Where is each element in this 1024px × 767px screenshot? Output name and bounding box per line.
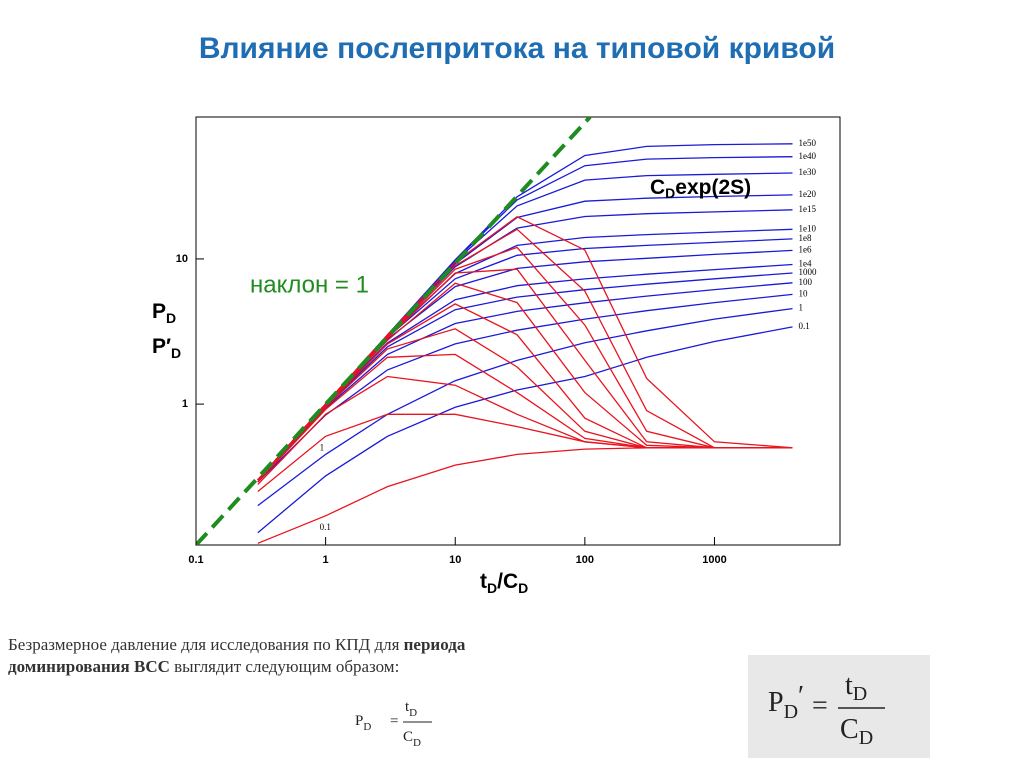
series-label: 1e15 — [799, 204, 817, 214]
x-label-sub: D — [518, 580, 528, 596]
formula-num: tD — [405, 699, 417, 718]
series-line — [257, 293, 793, 483]
x-label: tD/CD — [480, 570, 528, 596]
chart: Влияние послепритока на типовой кривой н… — [152, 32, 841, 596]
boxed-lhs: PD′ — [768, 681, 804, 722]
series-label: 1 — [320, 442, 325, 452]
formula-part: t — [845, 670, 853, 701]
series-line — [257, 272, 793, 481]
caption-bold: периода — [403, 635, 466, 654]
series-label: 1e30 — [799, 167, 817, 177]
boxed-num: tD — [845, 670, 867, 704]
series-line — [257, 413, 793, 493]
formula-sub: D — [784, 701, 798, 723]
annotation-part: exp(2S) — [675, 176, 751, 199]
caption: Безразмерное давление для исследования п… — [8, 634, 658, 678]
formula-sub: D — [859, 727, 873, 749]
series-label: 10 — [799, 288, 809, 298]
formula-sub: D — [363, 721, 371, 733]
y-label-part: P′ — [152, 335, 171, 358]
x-tick-label: 100 — [576, 554, 594, 566]
formula-eq: = — [390, 713, 398, 729]
series-label: 0.1 — [320, 522, 331, 532]
series-label: 0.1 — [799, 321, 810, 331]
slope-line — [196, 117, 592, 545]
y-label: PD — [152, 300, 176, 326]
series-label: 100 — [799, 277, 813, 287]
x-tick-label: 10 — [449, 554, 461, 566]
formula-part: P — [768, 687, 784, 718]
formula-part: t — [405, 699, 410, 715]
x-label-sub: D — [487, 580, 497, 596]
formula-sub: D — [853, 683, 867, 705]
series-label: 1e50 — [799, 138, 817, 148]
series-line — [257, 282, 793, 481]
series-label: 1e10 — [799, 223, 817, 233]
series-line — [257, 307, 793, 507]
annotation: CDexp(2S) — [650, 176, 751, 201]
formula-sub: D — [413, 737, 421, 749]
series-line — [257, 328, 793, 481]
series-label: 1e40 — [799, 151, 817, 161]
formula-part: C — [403, 729, 413, 745]
series-label: 1e20 — [799, 189, 817, 199]
formula-box — [748, 655, 930, 758]
formula-part: C — [840, 714, 859, 745]
series-label: 1000 — [799, 267, 818, 277]
slope-label: наклон = 1 — [250, 271, 369, 298]
y-tick-label: 10 — [176, 253, 188, 265]
boxed-formula: PD′ = tD CD — [768, 670, 885, 749]
caption-bold: доминирования ВСС — [8, 657, 170, 676]
slide-title: Влияние послепритока на типовой кривой — [199, 32, 835, 65]
x-tick-label: 1 — [323, 554, 329, 566]
x-label-part: /C — [497, 570, 518, 593]
series-label: 1 — [799, 303, 804, 313]
y-label-sub: D — [171, 345, 181, 361]
x-label-part: t — [480, 570, 487, 593]
x-tick-label: 0.1 — [188, 554, 203, 566]
series-line — [257, 194, 793, 481]
y-tick-label: 1 — [182, 398, 188, 410]
series-line — [257, 282, 793, 481]
series-line — [257, 172, 793, 481]
series-line — [257, 326, 793, 534]
formula: PD = tD CD — [355, 699, 432, 749]
y-label: P′D — [152, 335, 181, 361]
series-line — [257, 228, 793, 481]
series-label: 1e6 — [799, 244, 812, 254]
boxed-den: CD — [840, 714, 873, 748]
series-line — [257, 447, 793, 544]
y-label-sub: D — [166, 310, 176, 326]
annotation-sub: D — [665, 185, 675, 201]
y-label-part: P — [152, 300, 166, 323]
series-line — [257, 228, 793, 481]
formula-part: P — [355, 713, 363, 729]
formula-den: CD — [403, 729, 421, 748]
formula-sub: D — [409, 707, 417, 719]
formula-prime: ′ — [798, 681, 804, 712]
series-label: 1e4 — [799, 259, 812, 269]
x-tick-label: 1000 — [702, 554, 726, 566]
plot-frame — [195, 116, 841, 546]
annotation-part: C — [650, 176, 665, 199]
formula-eq: = — [812, 690, 828, 721]
series-label: 1e8 — [799, 233, 812, 243]
curves — [257, 143, 793, 544]
formula-lhs: PD — [355, 713, 371, 732]
caption-text: Безразмерное давление для исследования п… — [8, 635, 404, 654]
caption-text: выглядит следующим образом: — [169, 657, 400, 676]
